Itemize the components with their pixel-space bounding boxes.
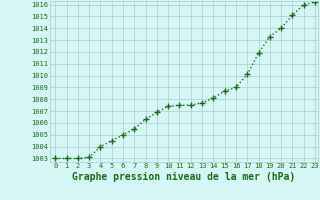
X-axis label: Graphe pression niveau de la mer (hPa): Graphe pression niveau de la mer (hPa) [72,172,296,182]
